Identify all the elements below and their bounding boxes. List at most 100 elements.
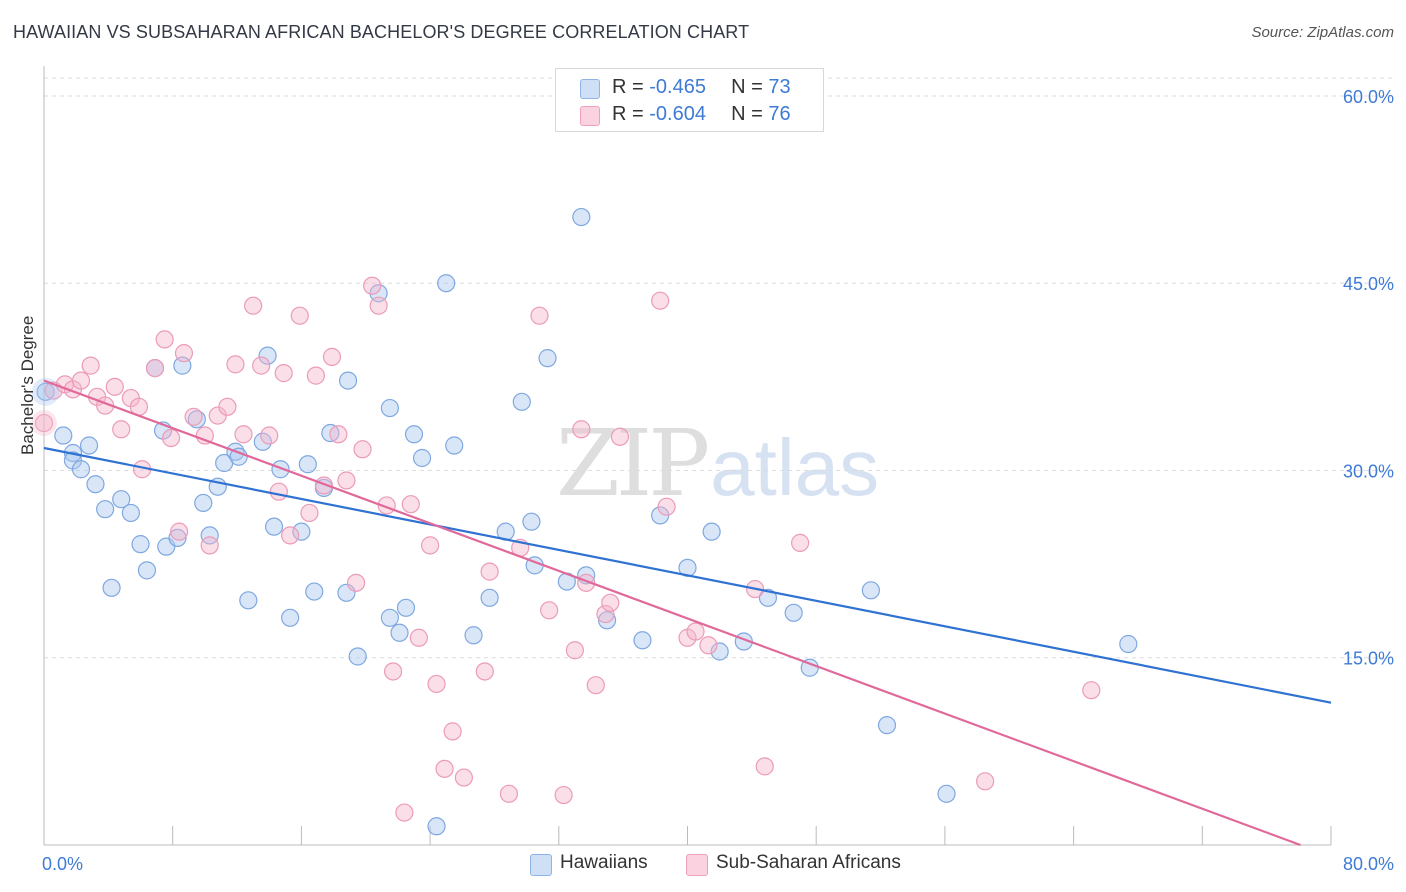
point-subsaharan (281, 526, 300, 545)
point-hawaiians (121, 503, 140, 523)
point-subsaharan (195, 426, 214, 445)
point-subsaharan (105, 377, 124, 396)
y-tick-label: 60.0% (1343, 87, 1394, 107)
point-hawaiians (380, 608, 399, 627)
point-hawaiians (298, 455, 317, 474)
point-hawaiians (112, 490, 131, 509)
point-hawaiians (480, 588, 499, 607)
legend-r-value: -0.465 (649, 76, 706, 98)
point-subsaharan (274, 364, 293, 383)
point-hawaiians (784, 603, 803, 622)
point-subsaharan (657, 497, 676, 516)
point-hawaiians (390, 623, 409, 642)
legend-n-value: 76 (768, 103, 791, 125)
point-subsaharan (610, 427, 630, 446)
point-subsaharan (540, 601, 559, 620)
point-subsaharan (435, 759, 454, 778)
legend-n-label: N = (731, 76, 769, 98)
point-hawaiians (137, 561, 157, 580)
point-subsaharan (170, 522, 189, 541)
point-hawaiians (445, 436, 464, 455)
point-subsaharan (554, 785, 573, 805)
point-subsaharan (322, 347, 342, 366)
watermark: ZIPatlas (556, 410, 879, 517)
point-hawaiians (96, 500, 115, 519)
point-hawaiians (396, 598, 416, 617)
trendline-hawaiians (43, 446, 1332, 704)
legend-r-label: R = (612, 103, 650, 125)
point-subsaharan (475, 662, 494, 681)
point-subsaharan (234, 425, 253, 444)
point-subsaharan (252, 356, 271, 375)
point-subsaharan (586, 676, 605, 695)
point-subsaharan (200, 536, 219, 555)
point-hawaiians (572, 207, 591, 227)
point-subsaharan (601, 593, 620, 612)
y-tick-label: 30.0% (1343, 461, 1394, 481)
point-hawaiians (102, 578, 121, 597)
point-hawaiians (86, 475, 105, 494)
point-hawaiians (168, 528, 187, 547)
point-hawaiians (512, 392, 531, 411)
trendline-subsaharan (43, 379, 1301, 847)
x-tick-label: 0.0% (42, 854, 83, 874)
point-subsaharan (499, 784, 519, 803)
point-hawaiians (281, 608, 300, 627)
point-subsaharan (401, 495, 420, 514)
legend-r-value: -0.604 (649, 103, 706, 125)
watermark-zip: ZIP (556, 410, 710, 517)
point-hawaiians (538, 349, 557, 368)
point-subsaharan (155, 330, 174, 349)
point-subsaharan (244, 296, 263, 315)
point-subsaharan (572, 420, 591, 439)
point-hawaiians (54, 426, 73, 445)
point-hawaiians (1119, 634, 1138, 654)
point-subsaharan (269, 482, 288, 501)
point-hawaiians (131, 535, 150, 554)
point-hawaiians (427, 817, 446, 836)
point-subsaharan (260, 426, 279, 445)
legend-swatch-hawaiians (530, 854, 552, 876)
point-hawaiians (271, 460, 290, 479)
point-subsaharan (1082, 681, 1101, 700)
point-hawaiians (702, 522, 721, 541)
point-hawaiians (258, 346, 277, 365)
point-subsaharan (161, 428, 181, 448)
point-hawaiians (937, 784, 956, 803)
point-subsaharan (480, 562, 499, 581)
point-hawaiians (633, 631, 652, 650)
point-subsaharan (218, 397, 237, 416)
point-subsaharan (337, 471, 356, 490)
point-subsaharan (976, 772, 995, 791)
point-subsaharan (383, 662, 403, 681)
point-hawaiians (464, 626, 483, 645)
y-tick-label: 45.0% (1343, 274, 1394, 294)
point-subsaharan (651, 291, 670, 310)
point-hawaiians (264, 517, 284, 536)
point-subsaharan (71, 371, 91, 390)
point-hawaiians (187, 410, 206, 429)
point-hawaiians (758, 588, 778, 607)
point-subsaharan (112, 420, 131, 439)
correlation-legend: R = -0.465 N = 73 R = -0.604 N = 76 (555, 68, 824, 132)
point-subsaharan (184, 407, 203, 426)
point-hawaiians (348, 647, 367, 666)
legend-label-subsaharan: Sub-Saharan Africans (716, 852, 901, 873)
point-subsaharan (409, 628, 428, 647)
point-hawaiians (337, 583, 356, 602)
legend-n-value: 73 (768, 76, 791, 98)
point-subsaharan (443, 722, 462, 741)
legend-r-label: R = (612, 76, 650, 98)
point-subsaharan (306, 366, 325, 385)
y-tick-label: 15.0% (1343, 649, 1394, 669)
point-subsaharan (369, 296, 388, 315)
legend-swatch-subsaharan (686, 854, 708, 876)
point-subsaharan (346, 573, 366, 592)
point-subsaharan (755, 757, 774, 776)
point-subsaharan (81, 356, 100, 375)
legend-n-label: N = (731, 103, 769, 125)
point-hawaiians (437, 274, 456, 293)
point-subsaharan (174, 344, 194, 363)
point-subsaharan (290, 306, 309, 325)
